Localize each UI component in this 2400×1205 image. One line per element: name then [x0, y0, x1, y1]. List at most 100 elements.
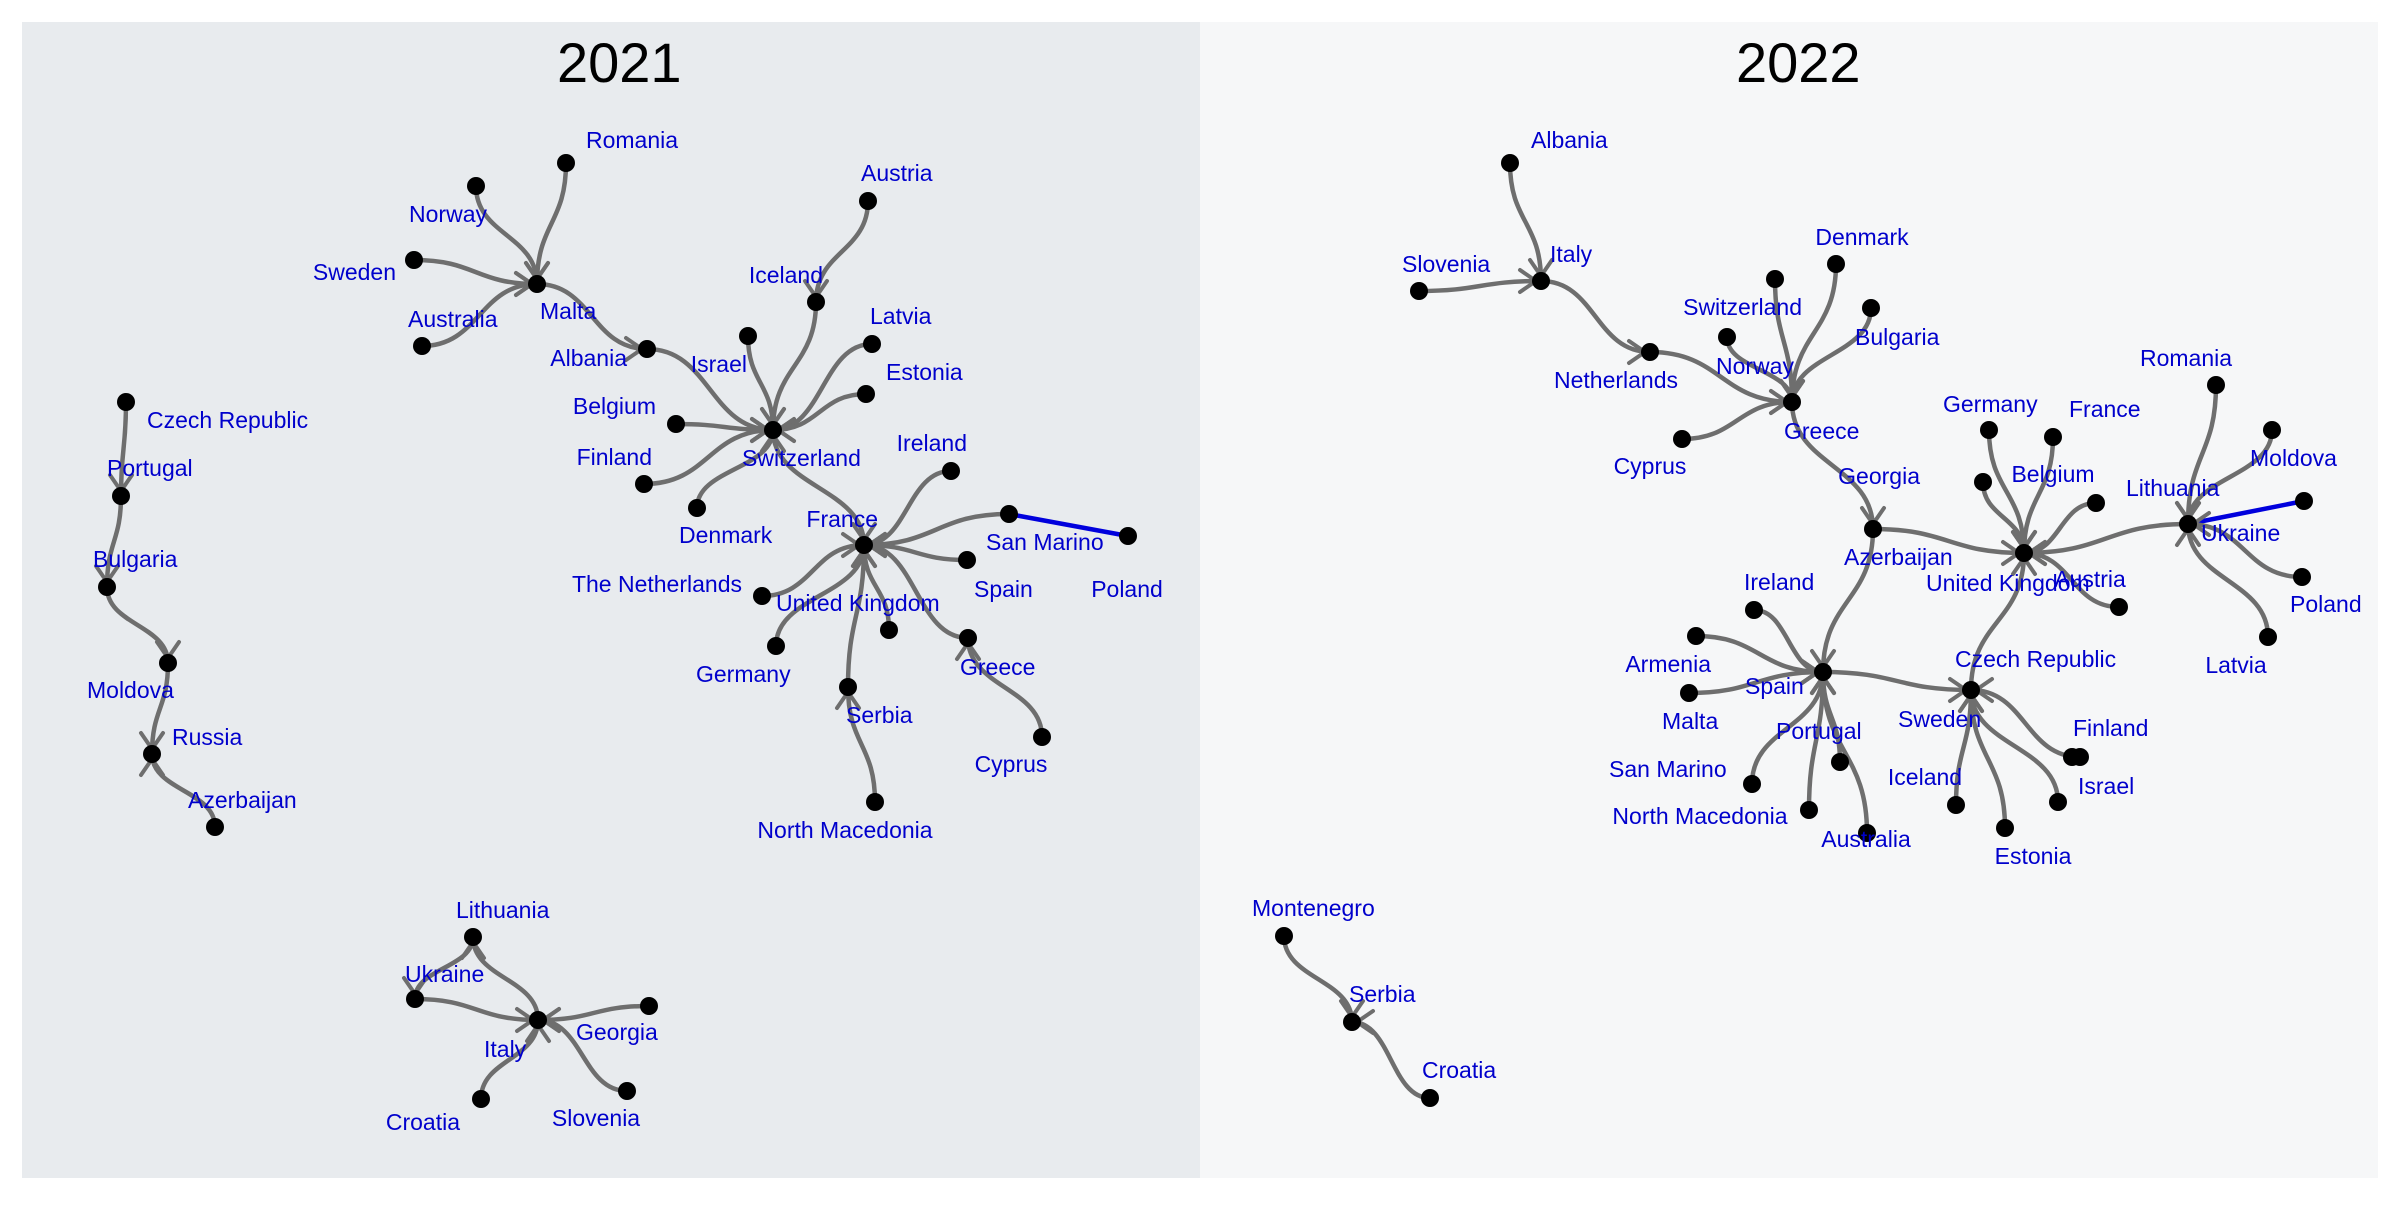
edge-north-macedonia-to-serbia [845, 684, 878, 805]
node-label-belgium: Belgium [573, 393, 656, 419]
edge-norway-to-malta [473, 183, 540, 287]
node-label-israel: Israel [2078, 773, 2134, 799]
node-spain [1814, 663, 1832, 681]
node-label-spain: Spain [974, 576, 1033, 602]
node-poland [2293, 568, 2311, 586]
node-switzerland [764, 421, 782, 439]
node-label-serbia: Serbia [846, 702, 913, 728]
node-armenia [1687, 627, 1705, 645]
edge-greece-to-azerbaijan [1789, 399, 1876, 532]
node-portugal [112, 487, 130, 505]
node-label-serbia: Serbia [1349, 981, 1416, 1007]
node-label-croatia: Croatia [1422, 1057, 1496, 1083]
node-label-poland: Poland [2290, 591, 2362, 617]
node-label-france: France [806, 506, 878, 532]
node-label-moldova: Moldova [2250, 445, 2337, 471]
node-cyprus [1673, 430, 1691, 448]
node-label-greece: Greece [1784, 418, 1859, 444]
node-label-bulgaria: Bulgaria [93, 546, 178, 572]
node-label-north-macedonia: North Macedonia [757, 817, 932, 843]
node-label-spain: Spain [1745, 673, 1804, 699]
node-label-finland: Finland [577, 444, 652, 470]
node-moldova [159, 654, 177, 672]
node-label-australia: Australia [1821, 826, 1911, 852]
node-label-romania: Romania [586, 127, 678, 153]
edge-iceland-to-switzerland [770, 299, 819, 433]
node-albania [1501, 154, 1519, 172]
node-france [2044, 428, 2062, 446]
node-label-lithuania: Lithuania [456, 897, 550, 923]
node-label-slovenia: Slovenia [552, 1105, 640, 1131]
edge-romania-to-lithuania [2185, 382, 2219, 527]
edge-ukraine-to-lithuania [2185, 498, 2307, 527]
edge-cyprus-to-greece [965, 635, 1045, 740]
edge-malta-to-albania [534, 281, 650, 352]
node-label-denmark: Denmark [679, 522, 773, 548]
edge-croatia-to-italy [478, 1017, 541, 1102]
node-estonia [1996, 819, 2014, 837]
node-label-cyprus: Cyprus [975, 751, 1048, 777]
edge-germany-to-france [773, 542, 867, 649]
node-label-albania: Albania [1531, 127, 1608, 153]
edge-the-netherlands-to-france [759, 542, 867, 599]
node-label-ireland: Ireland [897, 430, 967, 456]
node-latvia [863, 335, 881, 353]
node-label-azerbaijan: Azerbaijan [1844, 544, 1953, 570]
edge-france-to-united-kingdom [2021, 434, 2056, 556]
edge-israel-to-czech-republic [1968, 687, 2061, 805]
node-label-switzerland: Switzerland [742, 445, 861, 471]
node-czech-republic [117, 393, 135, 411]
edge-australia-to-spain [1820, 669, 1870, 836]
edge-czech-republic-to-united-kingdom [1968, 550, 2027, 693]
edge-israel-to-switzerland [745, 333, 776, 433]
edge-poland-to-lithuania [2185, 521, 2305, 580]
node-label-portugal: Portugal [1776, 718, 1862, 744]
node-north-macedonia [866, 793, 884, 811]
node-croatia [1421, 1089, 1439, 1107]
node-label-malta: Malta [1662, 708, 1718, 734]
node-label-israel: Israel [691, 351, 747, 377]
edge-san-marino-to-france [861, 511, 1012, 548]
node-germany [1980, 421, 1998, 439]
node-greece [1783, 393, 1801, 411]
node-lithuania [464, 928, 482, 946]
edge-austria-to-iceland [813, 198, 871, 305]
node-georgia [1974, 473, 1992, 491]
node-greece [959, 629, 977, 647]
panel-2022: Albania Slovenia Italy Netherlands Switzerla… [1252, 127, 2362, 1107]
edge-spain-to-czech-republic [1820, 669, 1974, 693]
node-estonia [857, 385, 875, 403]
node-latvia [2259, 628, 2277, 646]
node-label-iceland: Iceland [749, 262, 823, 288]
edge-czech-republic-to-portugal [118, 399, 129, 499]
edge-greece-to-france [861, 542, 971, 641]
node-label-bulgaria: Bulgaria [1855, 324, 1940, 350]
node-sweden [405, 251, 423, 269]
edge-italy-to-netherlands [1538, 278, 1653, 355]
node-label-north-macedonia: North Macedonia [1612, 803, 1787, 829]
panel-title-2021: 2021 [557, 31, 682, 94]
node-italy [529, 1011, 547, 1029]
node-australia [1858, 824, 1876, 842]
edge-cyprus-to-greece [1679, 399, 1795, 442]
node-israel [2049, 793, 2067, 811]
node-label-slovenia: Slovenia [1402, 251, 1490, 277]
node-label-san-marino: San Marino [986, 529, 1104, 555]
node-croatia [472, 1090, 490, 1108]
node-serbia [1343, 1013, 1361, 1031]
node-romania [2207, 376, 2225, 394]
node-label-united-kingdom: United Kingdom [1926, 570, 2090, 596]
node-norway [1718, 328, 1736, 346]
node-moldova [2263, 421, 2281, 439]
edge-finland-to-switzerland [641, 427, 776, 487]
node-bulgaria [98, 578, 116, 596]
edge-denmark-to-greece [1789, 261, 1839, 405]
node-denmark [688, 499, 706, 517]
node-label-croatia: Croatia [386, 1109, 460, 1135]
node-label-denmark: Denmark [1815, 224, 1909, 250]
node-romania [557, 154, 575, 172]
edge-romania-to-malta [534, 160, 569, 287]
edge-slovenia-to-italy [535, 1017, 630, 1094]
node-bulgaria [1862, 299, 1880, 317]
node-label-austria: Austria [2054, 566, 2126, 592]
